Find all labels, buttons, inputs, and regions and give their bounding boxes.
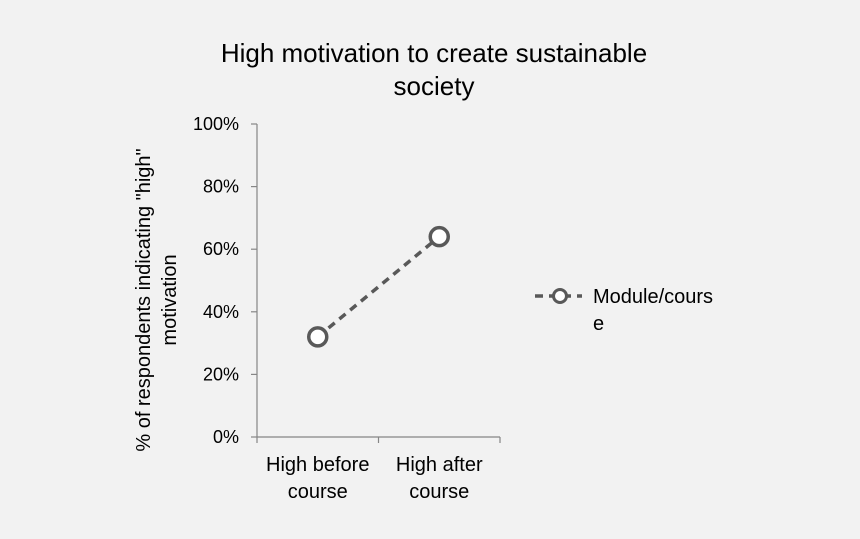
y-tick-label: 40% [203,302,239,322]
legend-entry-line-2: e [593,313,604,335]
y-tick-label: 20% [203,364,239,384]
legend-marker [552,288,568,304]
x-category-label: High before course [266,454,369,503]
x-category-label: High after course [396,454,483,503]
y-tick-label: 80% [203,177,239,197]
x-category-label-line: course [288,481,348,503]
chart-title: High motivation to create sustainable so… [221,38,647,101]
legend-entry-line-1: Module/cours [593,286,713,308]
chart-title-line-1: High motivation to create sustainable [221,38,647,68]
y-axis-label: % of respondents indicating "high" motiv… [133,148,181,451]
series-layer [307,225,450,348]
x-category-label-line: High before [266,454,369,476]
y-tick-label: 60% [203,239,239,259]
y-tick-label: 100% [193,114,239,134]
chart-title-line-2: society [394,71,475,101]
axes [256,124,500,438]
y-axis-label-line-1: % of respondents indicating "high" [133,148,155,451]
legend: Module/cours e [535,286,713,335]
data-point-marker [428,225,450,248]
y-axis-label-line-2: motivation [159,254,181,345]
data-point-marker [307,326,329,348]
x-categories: High before course High after course [256,437,501,503]
x-category-label-line: High after [396,454,483,476]
x-category-label-line: course [409,481,469,503]
y-ticks: 0% 20% 40% 60% 80% 100% [193,114,257,447]
series-line [316,235,441,339]
y-tick-label: 0% [213,427,239,447]
